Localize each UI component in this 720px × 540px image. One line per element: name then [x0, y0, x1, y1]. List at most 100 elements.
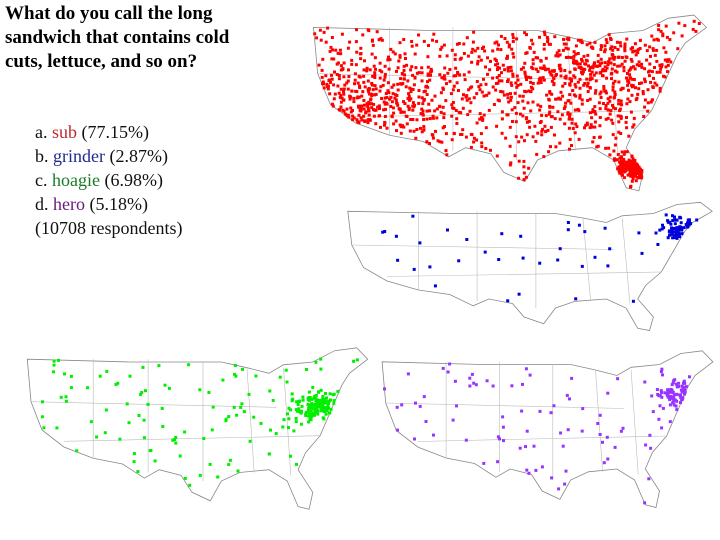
- dot: [362, 68, 366, 72]
- dot: [475, 121, 479, 125]
- state-line: [246, 367, 255, 473]
- dot: [597, 101, 601, 105]
- dot: [649, 100, 653, 104]
- dot: [385, 96, 389, 99]
- dot: [475, 138, 479, 142]
- dot: [438, 54, 442, 58]
- dot: [552, 69, 556, 73]
- dot: [389, 47, 393, 51]
- dot: [369, 97, 373, 101]
- dot: [569, 56, 573, 60]
- dot: [324, 412, 328, 416]
- dot: [619, 99, 623, 103]
- dot: [689, 222, 693, 226]
- dot: [451, 101, 455, 104]
- dot: [591, 140, 595, 144]
- dot: [370, 106, 374, 110]
- dot: [514, 120, 518, 124]
- dot: [442, 112, 446, 116]
- dot: [361, 33, 365, 37]
- dot: [593, 120, 597, 124]
- dot: [383, 64, 387, 68]
- dot: [593, 91, 597, 95]
- dot: [524, 75, 528, 79]
- dot: [574, 85, 578, 89]
- dot: [338, 95, 342, 99]
- dot: [548, 91, 552, 95]
- dot: [503, 37, 507, 40]
- dot: [287, 406, 291, 410]
- dot: [357, 104, 360, 108]
- map: [313, 14, 708, 192]
- dot: [480, 116, 483, 120]
- dot: [522, 106, 526, 110]
- dot: [609, 109, 613, 113]
- dot: [366, 28, 370, 32]
- dot: [657, 28, 661, 32]
- dot: [628, 73, 632, 77]
- dot: [394, 98, 398, 102]
- dot: [496, 62, 500, 66]
- dot: [573, 61, 577, 65]
- dot: [605, 435, 609, 439]
- dot: [543, 124, 547, 128]
- dot: [671, 395, 675, 399]
- dot: [563, 482, 567, 486]
- dot: [338, 48, 342, 52]
- dot: [631, 84, 635, 88]
- dot: [616, 153, 620, 156]
- dot: [669, 222, 673, 226]
- dot: [233, 372, 237, 376]
- dot: [497, 79, 501, 83]
- dot: [367, 90, 371, 94]
- dot: [539, 81, 543, 85]
- dot: [439, 91, 443, 95]
- dot: [523, 70, 527, 74]
- dot: [452, 74, 456, 78]
- dot: [428, 78, 432, 82]
- dot: [679, 226, 683, 230]
- dot: [536, 56, 540, 60]
- dot: [682, 226, 686, 230]
- dot: [564, 46, 568, 50]
- dot: [497, 74, 501, 77]
- dot: [599, 48, 603, 51]
- dot: [441, 105, 445, 109]
- dot: [415, 71, 419, 75]
- dot: [310, 406, 314, 410]
- dot: [608, 95, 612, 99]
- dot: [658, 86, 662, 90]
- dot: [598, 116, 602, 119]
- dot: [407, 94, 411, 98]
- dot: [665, 35, 669, 39]
- dot: [372, 64, 376, 68]
- dot: [406, 372, 410, 376]
- dot: [321, 82, 324, 86]
- dot: [346, 79, 350, 83]
- dot: [576, 38, 580, 42]
- dot: [411, 118, 415, 121]
- dot: [354, 89, 358, 93]
- dot: [297, 407, 301, 411]
- dot: [370, 83, 374, 87]
- dot: [557, 49, 561, 53]
- dot: [581, 67, 585, 71]
- dot: [554, 97, 558, 101]
- dot: [472, 96, 476, 100]
- dot: [236, 469, 240, 473]
- dot: [670, 232, 674, 236]
- dot: [398, 54, 402, 58]
- dot: [623, 42, 627, 46]
- dot: [691, 27, 695, 31]
- dot: [146, 402, 150, 406]
- dot: [531, 81, 535, 85]
- dot: [402, 64, 406, 68]
- dot: [311, 385, 315, 389]
- dot: [497, 43, 500, 47]
- dot: [625, 116, 628, 119]
- dot: [526, 101, 530, 105]
- dot: [598, 107, 602, 111]
- dot: [634, 86, 637, 90]
- dot: [677, 21, 681, 25]
- dot: [632, 165, 636, 168]
